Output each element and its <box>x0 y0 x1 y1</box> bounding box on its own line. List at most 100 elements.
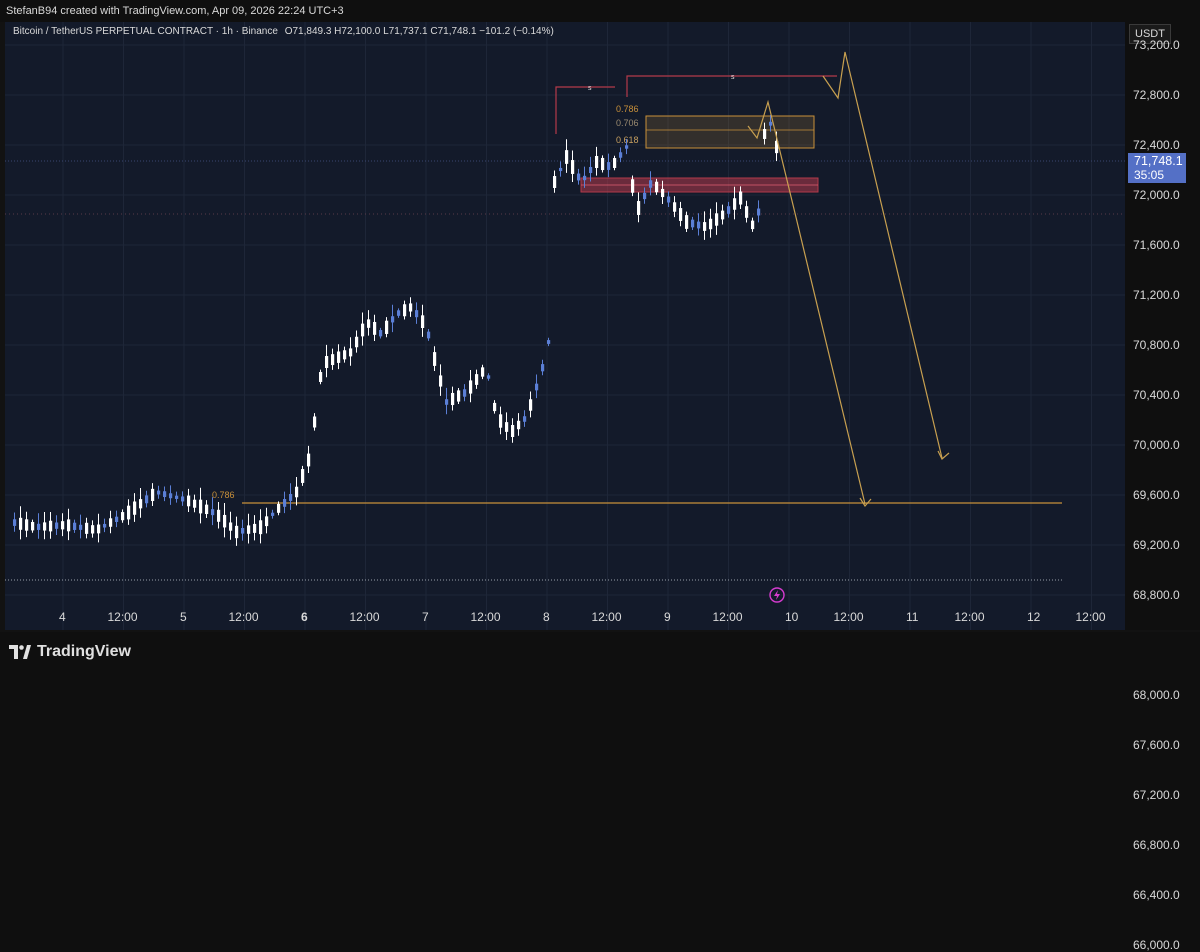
swing-marker-2-label: s <box>731 74 735 81</box>
candle-body <box>637 201 641 215</box>
candle-body <box>571 160 575 174</box>
candle-body <box>553 176 557 188</box>
candle-body <box>157 490 161 495</box>
candle-body <box>715 213 719 226</box>
candle-body <box>709 218 713 230</box>
candle-body <box>529 399 533 411</box>
time-axis-label: 12:00 <box>712 610 743 624</box>
candle-body <box>259 520 263 535</box>
price-axis-label: 67,600.0 <box>1133 738 1180 752</box>
time-axis-label: 12:00 <box>954 610 985 624</box>
candle-body <box>121 512 125 521</box>
fib-786-low-label: 0.786 <box>212 490 235 500</box>
candle-body <box>169 493 173 499</box>
time-axis-label: 12:00 <box>349 610 380 624</box>
candle-body <box>271 512 275 516</box>
candle-body <box>211 509 215 516</box>
candle-body <box>295 486 299 498</box>
price-axis-label: 71,200.0 <box>1133 288 1180 302</box>
projection-arrowhead-primary <box>859 497 872 508</box>
candlestick-chart[interactable]: 0.786 0.786 0.706 0.618 s s <box>5 22 1125 630</box>
candle-body <box>487 375 491 379</box>
candle-body <box>217 509 221 522</box>
candle-body <box>325 356 329 368</box>
candle-body <box>205 504 209 515</box>
candle-body <box>253 523 257 533</box>
time-axis-label: 6 <box>301 610 308 624</box>
candle-body <box>733 198 737 210</box>
candle-body <box>559 167 563 172</box>
candle-body <box>229 522 233 531</box>
time-axis-label: 7 <box>422 610 429 624</box>
time-axis-label: 12:00 <box>470 610 501 624</box>
candle-body <box>313 416 317 428</box>
candle-body <box>463 389 467 397</box>
candle-body <box>355 336 359 348</box>
projection-path-primary <box>747 99 866 505</box>
candle-body <box>721 210 725 220</box>
price-axis-label: 72,400.0 <box>1133 138 1180 152</box>
candle-body <box>499 414 503 428</box>
price-axis-label: 68,000.0 <box>1133 688 1180 702</box>
candle-body <box>505 422 509 432</box>
candle-body <box>775 140 779 154</box>
candle-body <box>751 220 755 230</box>
symbol-legend: Bitcoin / TetherUS PERPETUAL CONTRACT · … <box>13 26 554 37</box>
bar-countdown: 35:05 <box>1134 168 1165 182</box>
candle-body <box>415 310 419 318</box>
lightning-bolt-icon[interactable] <box>769 587 785 603</box>
candle-body <box>193 499 197 508</box>
candle-body <box>283 499 287 507</box>
fib-golden-zone <box>645 115 815 149</box>
fib-618-label: 0.618 <box>616 135 639 145</box>
chart-area[interactable]: 0.786 0.786 0.706 0.618 s s <box>5 22 1125 630</box>
candle-body <box>649 180 653 188</box>
price-axis-label: 66,800.0 <box>1133 838 1180 852</box>
price-axis[interactable] <box>1125 22 1200 630</box>
candle-body <box>583 175 587 181</box>
price-axis-label: 69,200.0 <box>1133 538 1180 552</box>
candle-body <box>673 202 677 212</box>
candle-body <box>373 321 377 335</box>
candle-body <box>469 380 473 394</box>
candle-body <box>523 416 527 422</box>
candle-body <box>37 523 41 530</box>
candle-body <box>601 157 605 171</box>
candle-body <box>685 215 689 229</box>
candle-body <box>187 495 191 507</box>
candle-body <box>331 354 335 366</box>
candle-body <box>439 375 443 387</box>
grid <box>5 22 1125 630</box>
tradingview-logo-icon <box>9 645 31 659</box>
candle-body <box>307 453 311 467</box>
candle-body <box>655 181 659 193</box>
candle-body <box>667 196 671 203</box>
candle-body <box>337 351 341 363</box>
candle-body <box>247 525 251 534</box>
candle-body <box>19 517 23 530</box>
price-axis-label: 69,600.0 <box>1133 488 1180 502</box>
candle-body <box>433 352 437 366</box>
current-price-tag: 71,748.1 35:05 <box>1128 153 1186 183</box>
candle-body <box>661 188 665 198</box>
price-axis-label: 68,800.0 <box>1133 588 1180 602</box>
candle-body <box>511 425 515 437</box>
candle-body <box>631 179 635 193</box>
candle-body <box>25 519 29 531</box>
tradingview-logo[interactable]: TradingView <box>9 643 131 661</box>
candle-body <box>577 173 581 181</box>
candle-body <box>745 206 749 218</box>
projection-path-alternate <box>822 51 943 459</box>
candle-body <box>763 129 767 139</box>
candle-body <box>97 524 101 534</box>
currency-unit-button[interactable]: USDT <box>1129 24 1171 44</box>
candle-body <box>133 501 137 515</box>
candle-body <box>481 367 485 377</box>
time-axis-label: 12:00 <box>833 610 864 624</box>
candle-body <box>199 499 203 514</box>
candle-body <box>265 516 269 527</box>
candle-body <box>385 320 389 334</box>
candle-body <box>73 522 77 530</box>
candle-body <box>49 520 53 532</box>
swing-high-marker-2 <box>626 75 837 97</box>
